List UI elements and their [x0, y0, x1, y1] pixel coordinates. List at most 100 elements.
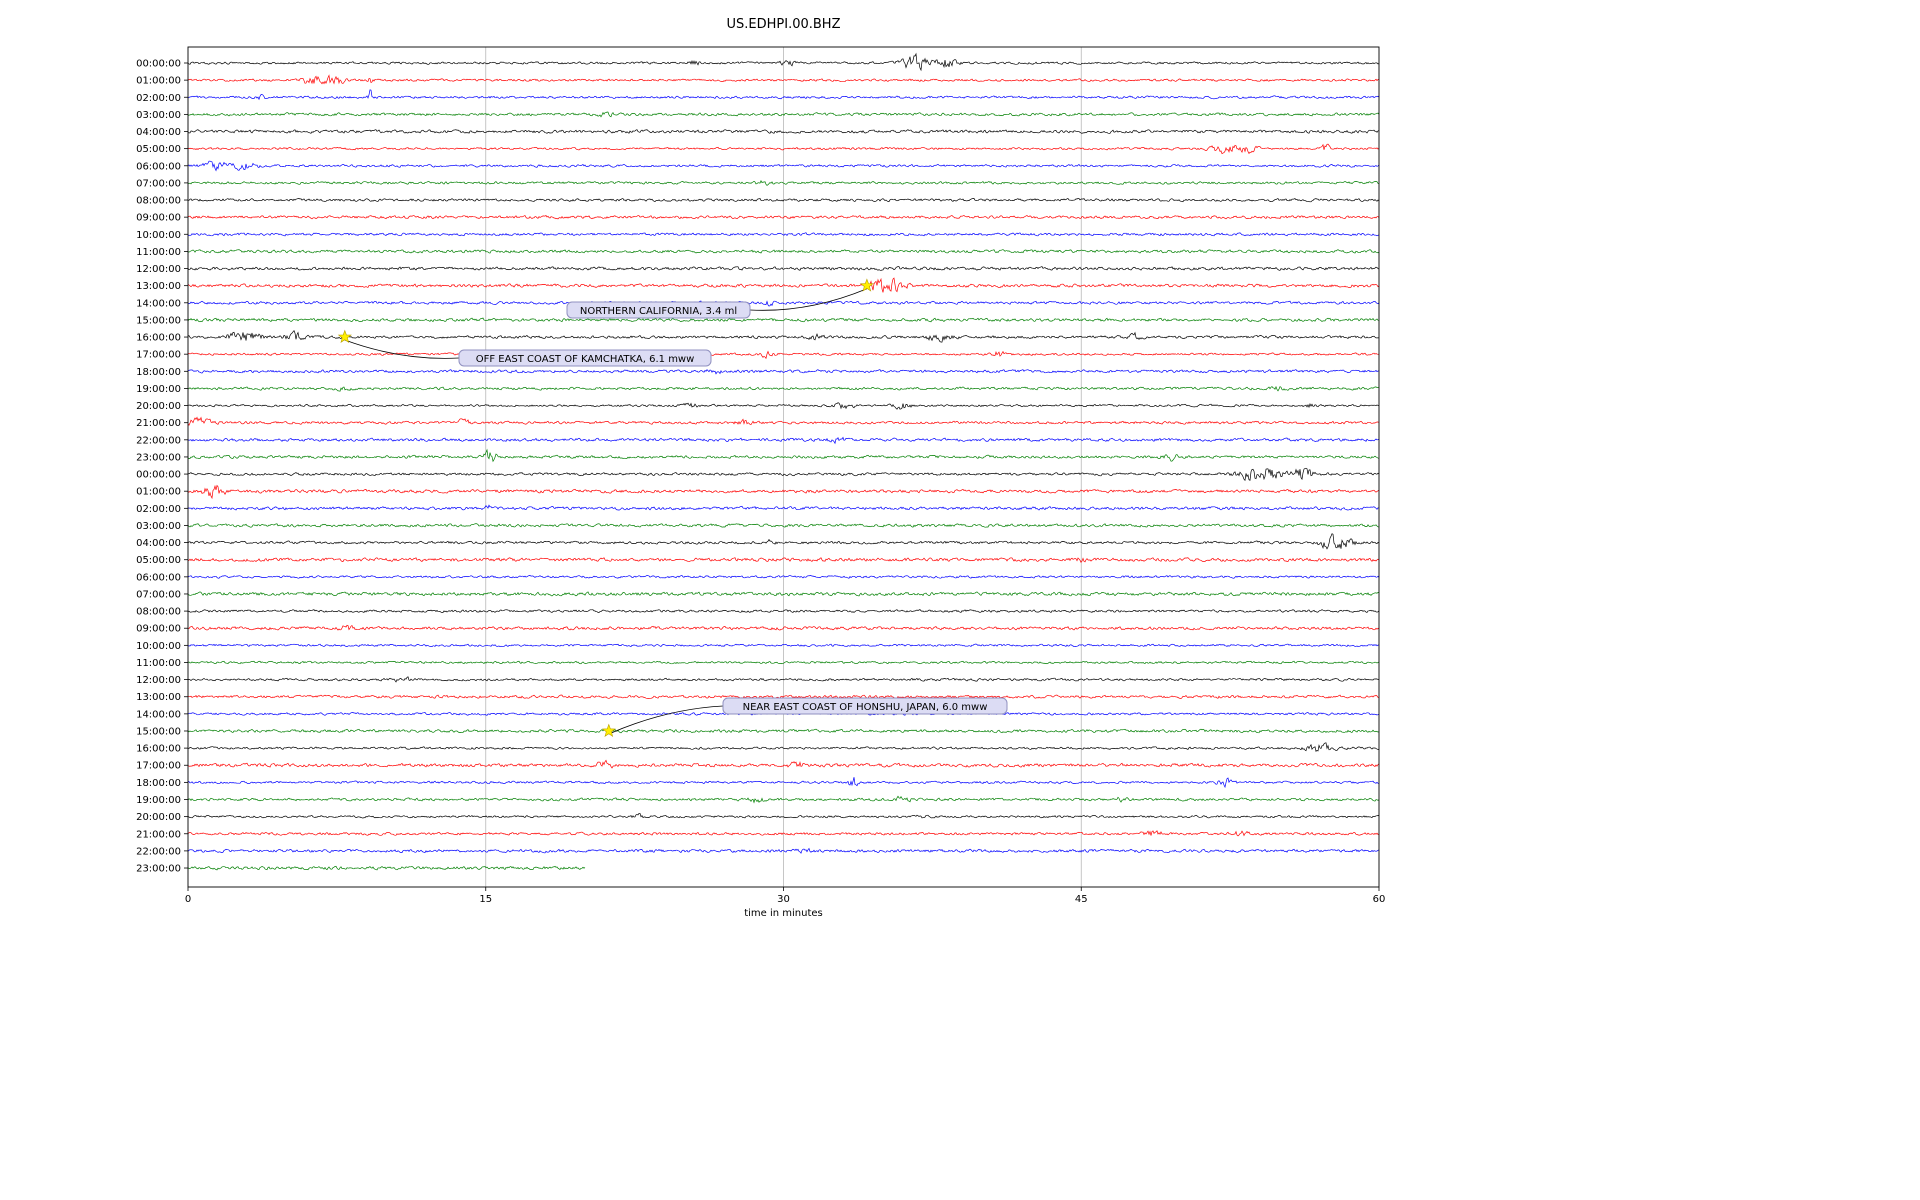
annotation-box	[566, 301, 751, 319]
row-label: 17:00:00	[136, 350, 181, 361]
trace-row	[187, 694, 1380, 699]
annotation-connector	[344, 339, 460, 359]
trace-row	[187, 52, 1380, 72]
trace-row	[187, 467, 1380, 482]
x-tick-label: 45	[1075, 894, 1088, 905]
row-label: 14:00:00	[136, 298, 181, 309]
trace-row	[187, 74, 1380, 85]
trace-row	[187, 504, 1380, 511]
row-label: 17:00:00	[136, 761, 181, 772]
row-label: 22:00:00	[136, 846, 181, 857]
trace-row	[187, 249, 1380, 254]
row-label: 07:00:00	[136, 178, 181, 189]
row-label: 09:00:00	[136, 624, 181, 635]
trace-row	[187, 369, 1379, 375]
row-label: 01:00:00	[136, 76, 181, 87]
annotation-connector	[749, 288, 868, 311]
row-label: 18:00:00	[136, 367, 181, 378]
trace-row	[187, 143, 1380, 155]
trace-row	[187, 416, 1379, 426]
trace-row	[187, 591, 1380, 597]
trace-row	[187, 160, 1380, 172]
trace-row	[187, 575, 1380, 579]
x-tick-label: 0	[185, 894, 191, 905]
row-label: 16:00:00	[136, 744, 181, 755]
row-label: 21:00:00	[136, 418, 181, 429]
row-label: 05:00:00	[136, 144, 181, 155]
trace-row	[187, 533, 1380, 550]
trace-row	[187, 759, 1380, 769]
row-label: 04:00:00	[136, 538, 181, 549]
row-label: 12:00:00	[136, 264, 181, 275]
row-label: 13:00:00	[136, 692, 181, 703]
row-label: 13:00:00	[136, 281, 181, 292]
row-label: 19:00:00	[136, 384, 181, 395]
row-label: 23:00:00	[136, 864, 181, 875]
trace-row	[187, 830, 1380, 837]
row-label: 08:00:00	[136, 607, 181, 618]
row-label: 11:00:00	[136, 658, 181, 669]
event-annotation: NEAR EAST COAST OF HONSHU, JAPAN, 6.0 mw…	[722, 697, 1008, 715]
x-tick-label: 60	[1373, 894, 1386, 905]
trace-row	[187, 728, 1380, 734]
row-label: 19:00:00	[136, 795, 181, 806]
x-axis-label: time in minutes	[744, 908, 823, 919]
row-label: 15:00:00	[136, 315, 181, 326]
row-label: 11:00:00	[136, 247, 181, 258]
trace-row	[187, 215, 1380, 220]
trace-row	[187, 111, 1380, 118]
trace-row	[187, 795, 1380, 804]
row-label: 23:00:00	[136, 452, 181, 463]
row-label: 06:00:00	[136, 161, 181, 172]
trace-row	[187, 198, 1380, 203]
trace-row	[187, 847, 1380, 854]
annotation-label: OFF EAST COAST OF KAMCHATKA, 6.1 mww	[476, 354, 695, 365]
row-label: 05:00:00	[136, 555, 181, 566]
trace-row	[187, 350, 1380, 360]
row-label: 15:00:00	[136, 726, 181, 737]
trace-row	[187, 180, 1379, 186]
row-label: 21:00:00	[136, 829, 181, 840]
event-star-icon	[859, 278, 874, 292]
row-label: 20:00:00	[136, 401, 181, 412]
row-label: 02:00:00	[136, 504, 181, 515]
row-label: 12:00:00	[136, 675, 181, 686]
trace-row	[187, 436, 1380, 445]
row-label: 10:00:00	[136, 641, 181, 652]
trace-row	[187, 232, 1380, 237]
trace-row	[188, 402, 1380, 410]
chart-title: US.EDHPI.00.BHZ	[726, 17, 841, 32]
row-label: 14:00:00	[136, 709, 181, 720]
trace-row	[187, 484, 1380, 500]
trace-row	[187, 129, 1380, 134]
annotation-label: NORTHERN CALIFORNIA, 3.4 ml	[580, 306, 737, 317]
trace-row	[187, 777, 1380, 789]
annotation-connector	[608, 705, 724, 735]
x-tick-label: 30	[777, 894, 790, 905]
trace-row	[187, 89, 1380, 101]
row-label: 04:00:00	[136, 127, 181, 138]
row-label: 22:00:00	[136, 435, 181, 446]
row-label: 02:00:00	[136, 93, 181, 104]
event-star-icon	[337, 329, 352, 344]
row-label: 08:00:00	[136, 196, 181, 207]
annotation-box	[722, 697, 1008, 715]
trace-row	[187, 676, 1380, 683]
trace-row	[187, 266, 1380, 271]
x-tick-label: 15	[479, 894, 492, 905]
trace-row	[187, 609, 1380, 613]
row-label: 09:00:00	[136, 213, 181, 224]
annotation-box	[458, 349, 712, 367]
trace-row	[187, 317, 1380, 323]
row-label: 06:00:00	[136, 572, 181, 583]
trace-row	[187, 300, 1380, 307]
trace-row	[187, 742, 1380, 752]
trace-row	[187, 812, 1380, 819]
trace-row	[187, 448, 1380, 463]
row-label: 16:00:00	[136, 333, 181, 344]
annotation-label: NEAR EAST COAST OF HONSHU, JAPAN, 6.0 mw…	[743, 702, 988, 713]
trace-row	[187, 643, 1380, 648]
row-label: 07:00:00	[136, 589, 181, 600]
event-star-icon	[601, 723, 616, 738]
